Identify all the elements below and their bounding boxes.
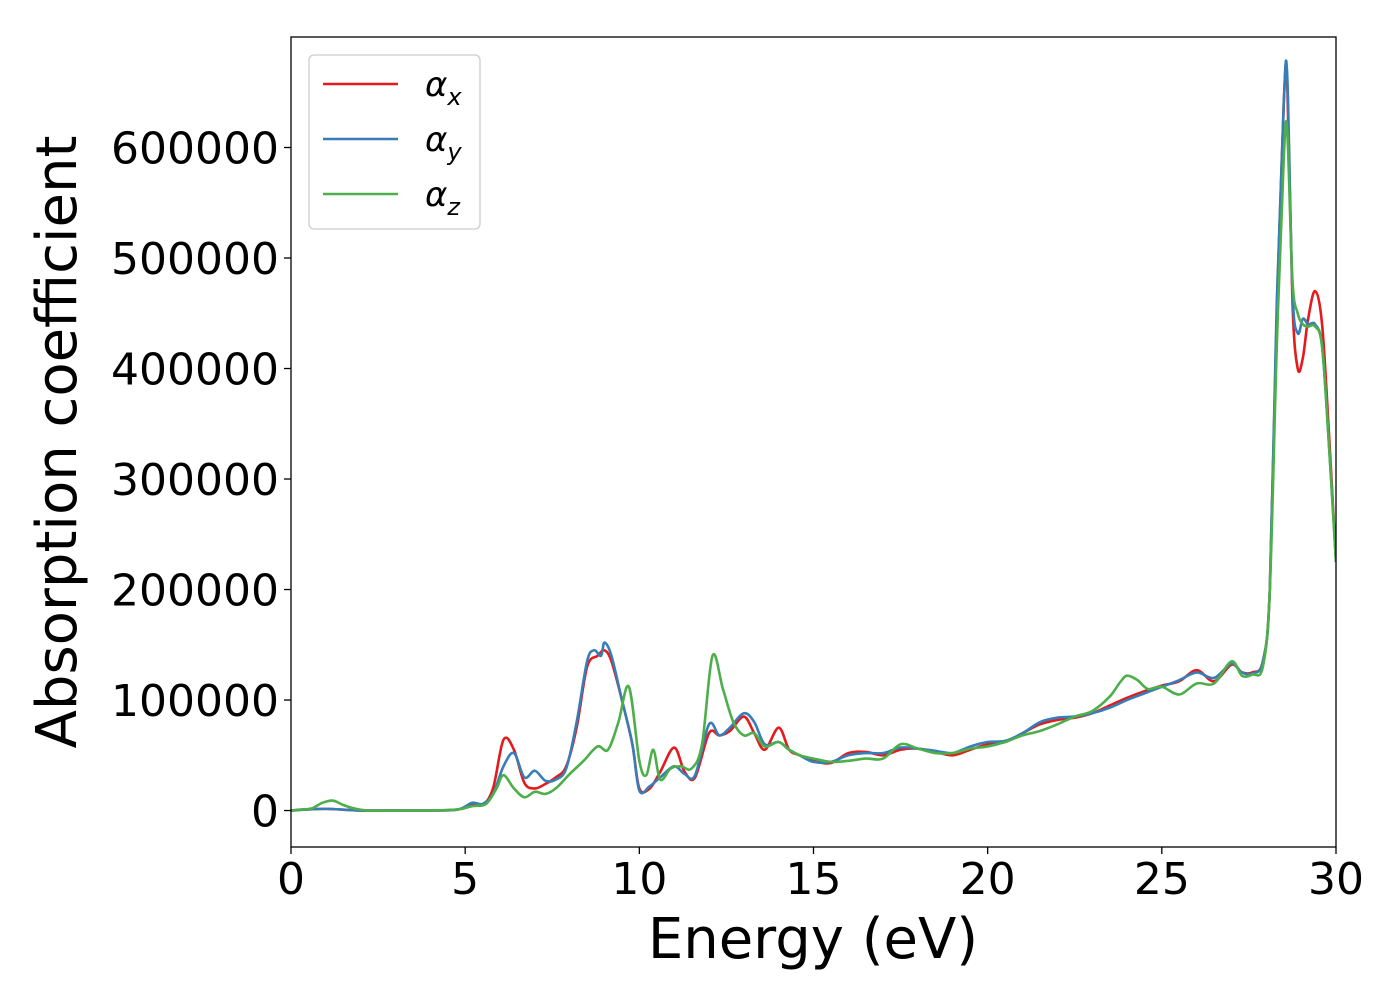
x-axis-ticks: 0 5 10 15 20 25 30: [277, 847, 1364, 905]
x-tick-label: 0: [277, 854, 305, 905]
x-tick-label: 5: [451, 854, 479, 905]
legend-label-base: α: [425, 120, 447, 160]
legend-label-base: α: [425, 175, 447, 215]
plot-frame: [290, 36, 1337, 848]
x-tick-label: 15: [786, 854, 842, 905]
series-line-z: [291, 119, 1336, 812]
y-tick-label: 400000: [111, 345, 279, 396]
x-tick-label: 20: [960, 854, 1016, 905]
y-tick-label: 100000: [111, 676, 279, 727]
y-tick-label: 500000: [111, 234, 279, 285]
y-axis-ticks: 0 100000 200000 300000 400000 500000 600000: [111, 124, 291, 838]
legend-label-subscript: y: [446, 138, 462, 166]
y-tick-label: 200000: [111, 566, 279, 617]
x-tick-label: 30: [1308, 854, 1364, 905]
series-layer: [291, 59, 1336, 812]
x-tick-label: 10: [611, 854, 667, 905]
legend-label-subscript: z: [446, 193, 461, 221]
y-axis-label: Absorption coefficient: [25, 136, 90, 749]
y-tick-label: 0: [251, 787, 279, 838]
legend-label-subscript: x: [446, 83, 462, 111]
x-tick-label: 25: [1134, 854, 1190, 905]
y-tick-label: 600000: [111, 124, 279, 175]
legend-label-y: αy: [425, 120, 462, 166]
legend-label-z: αz: [425, 175, 461, 221]
x-axis-label: Energy (eV): [648, 907, 978, 972]
y-tick-label: 300000: [111, 455, 279, 506]
legend-label-x: αx: [425, 65, 462, 111]
legend-label-base: α: [425, 65, 447, 105]
legend-box: [308, 54, 481, 230]
